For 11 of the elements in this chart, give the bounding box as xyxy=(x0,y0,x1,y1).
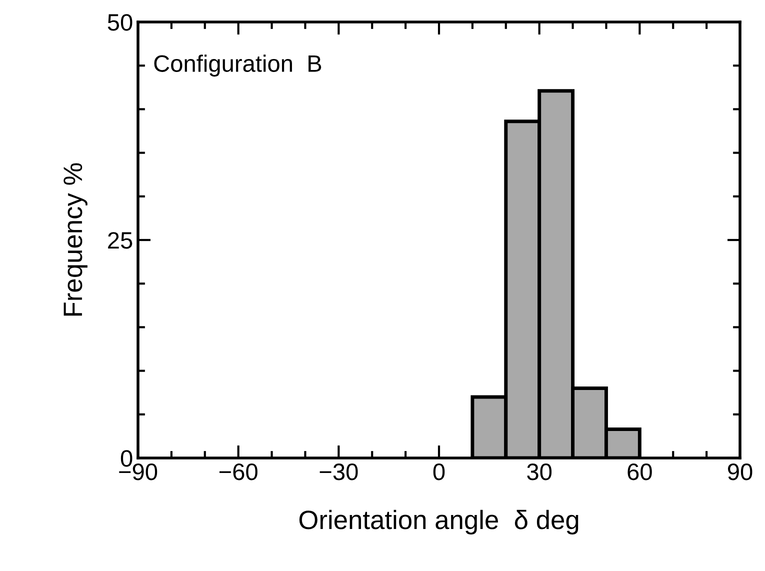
x-tick-label: 0 xyxy=(433,463,445,480)
y-axis-title: Frequency % xyxy=(64,163,88,316)
y-tick-label: 25 xyxy=(108,232,132,249)
x-tick-label: 60 xyxy=(628,463,652,480)
y-tick-label: 50 xyxy=(108,14,132,31)
x-tick-label: −30 xyxy=(320,463,358,480)
x-tick-label: 90 xyxy=(728,463,752,480)
x-axis-title: Orientation angle δ deg xyxy=(299,510,578,534)
x-tick-label: 30 xyxy=(527,463,552,480)
annotation: Configuration B xyxy=(154,54,322,77)
x-tick-label: −60 xyxy=(219,463,258,480)
